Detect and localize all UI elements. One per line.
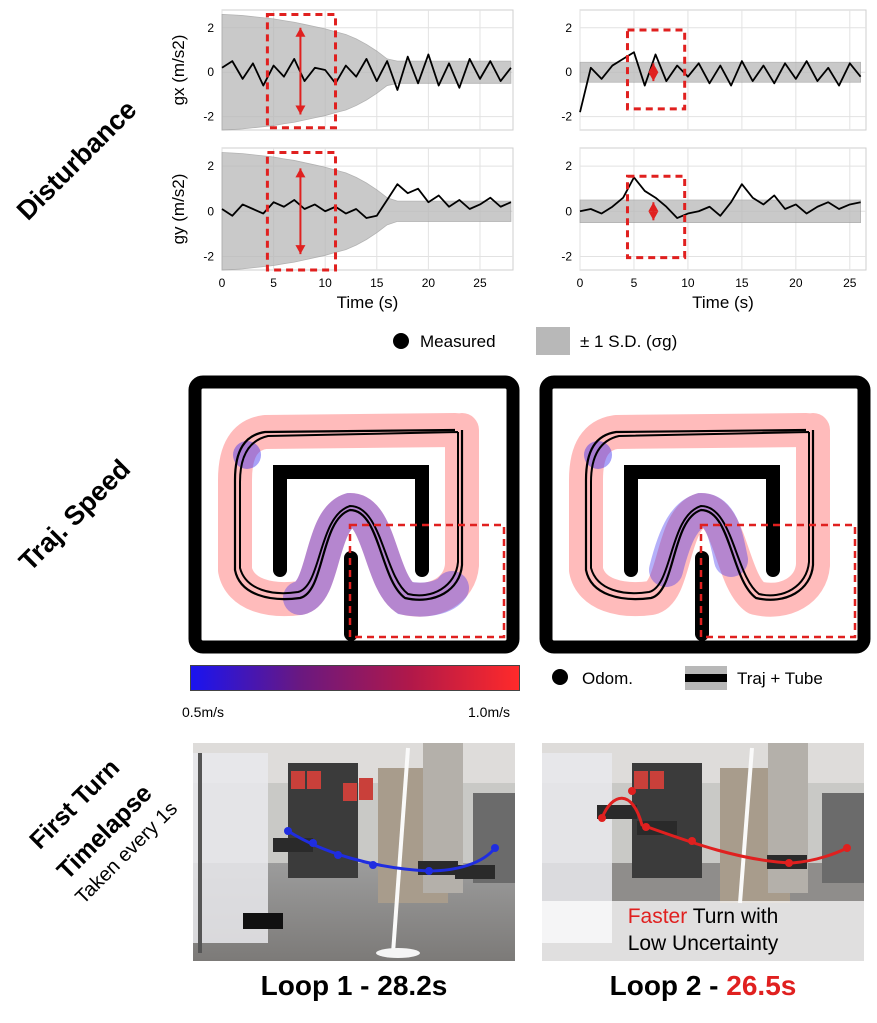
x-tick-label: 20 [422,276,436,290]
panel-loop2-gx: -2 0 2 [561,9,867,131]
caption-loop1: Loop 1 - 28.2s [260,970,448,1001]
caption-loop2-time: 26.5s [726,970,797,1001]
track-map-loop1 [188,375,520,654]
y-tick-label: 0 [565,65,572,79]
inner-wall-u [624,465,780,577]
outer-wall [539,375,871,654]
sd-band [579,199,862,223]
odom-trajectory [233,428,464,601]
caption-loop2: Loop 2 - 26.5s [542,970,864,1002]
arrow-head-down [295,245,306,255]
arrow-head-down [648,211,659,221]
x-tick-label: 10 [681,276,695,290]
measured-line [579,176,861,219]
y-tick-label: 2 [565,159,572,173]
highlight-box [265,12,338,130]
measured-line [221,183,512,219]
arrow-head-down [295,105,306,115]
y-tick-label: 0 [565,204,572,218]
overlay-line1-rest: Turn with [687,905,779,928]
x-tick-label: 15 [370,276,384,290]
x-tick-label: 20 [789,276,803,290]
highlight-box [625,28,687,111]
measured-legend-marker [393,333,409,349]
traj-legend-line [685,674,727,682]
speed-patch [233,441,261,469]
y-tick-label: -2 [561,110,572,124]
odom-legend-marker [552,669,568,685]
highlight-box [265,151,338,272]
arrow-head-up [295,168,306,178]
x-tick-label: 5 [631,276,638,290]
x-tick-label: 0 [577,276,584,290]
band-legend-label: ± 1 S.D. (σg) [580,332,677,351]
y-axis-label: gy (m/s2) [169,174,188,245]
y-tick-label: -2 [203,249,214,263]
y-tick-label: 0 [207,204,214,218]
speed-legend: Odom. Traj + Tube [552,666,823,690]
track-maps [188,375,871,654]
sd-band [221,152,512,271]
outer-wall [188,375,520,654]
x-tick-label: 10 [319,276,333,290]
inner-wall-u [273,465,429,577]
y-tick-label: 2 [565,21,572,35]
odom-trajectory [584,428,815,601]
x-axis-label: Time (s) [337,293,399,312]
highlight-box [625,174,687,260]
timelapse-overlay-text: Faster Turn with Low Uncertainty [542,903,864,957]
measured-legend-label: Measured [420,332,496,351]
measured-line [221,53,512,91]
overlay-faster-word: Faster [627,905,688,928]
timelapse-photo-loop1 [193,743,515,961]
x-tick-label: 25 [843,276,857,290]
colorbar-min-label: 0.5m/s [182,704,225,720]
timelapse-photo-loop2: Faster Turn with Low Uncertainty [542,743,864,961]
speed-colorbar [190,665,520,691]
caption-loop2-prefix: Loop 2 - [609,970,727,1001]
x-tick-label: 0 [219,276,226,290]
x-tick-label: 25 [473,276,487,290]
speed-patch [584,441,612,469]
y-tick-label: 0 [207,65,214,79]
panel-loop1-gx: -2 0 2 gx (m/s2) [169,9,514,131]
track-highlight-box [348,523,506,639]
arrow-head-up [648,202,659,212]
x-tick-label: 15 [735,276,749,290]
arrow-head-up [295,27,306,37]
sd-band [221,14,512,131]
y-tick-label: 2 [207,21,214,35]
track-highlight-box [699,523,857,639]
x-axis-label: Time (s) [692,293,754,312]
y-tick-label: 2 [207,159,214,173]
y-axis-label: gx (m/s2) [169,35,188,106]
x-tick-label: 5 [270,276,277,290]
reference-trajectory [239,431,459,597]
disturbance-legend: Measured ± 1 S.D. (σg) [393,327,677,355]
track-map-loop2 [539,375,871,654]
odom-legend-label: Odom. [582,669,633,688]
y-tick-label: -2 [561,249,572,263]
traj-tube-legend-label: Traj + Tube [737,669,823,688]
colorbar-max-label: 1.0m/s [468,704,511,720]
reference-trajectory [590,431,810,597]
overlay-line2: Low Uncertainty [627,932,779,955]
band-legend-swatch [536,327,570,355]
arrow-head-up [648,63,659,73]
arrow-head-down [648,72,659,82]
y-tick-label: -2 [203,110,214,124]
sd-band [579,61,862,83]
